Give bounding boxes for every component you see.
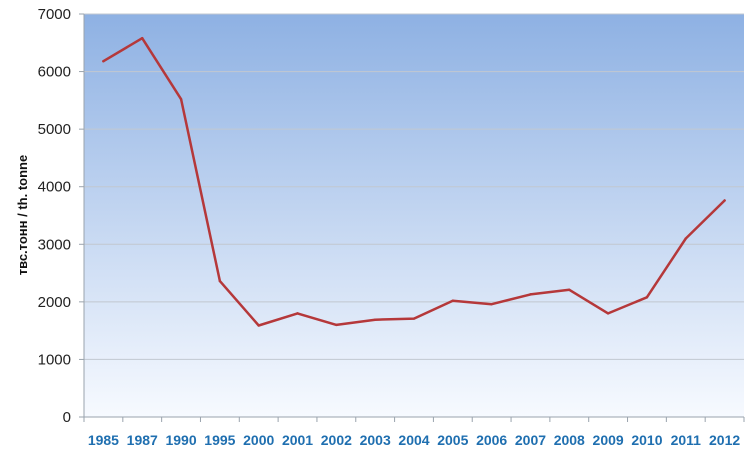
data-point [451,299,455,302]
x-tick-label: 2003 [360,432,391,448]
x-tick-label: 2000 [243,432,274,448]
data-point [723,199,726,202]
x-tick-label: 1987 [127,432,158,448]
x-tick-label: 2007 [515,432,546,448]
data-point [490,302,493,306]
x-tick-label: 2005 [437,432,468,448]
data-point [412,317,416,320]
y-tick-label: 5000 [38,121,71,138]
y-tick-labels: 0 1000 2000 3000 4000 5000 6000 7000 [38,6,71,426]
y-tick-label: 0 [63,409,71,426]
x-tick-label: 2001 [282,432,313,448]
x-tick-label: 2004 [398,432,429,448]
data-point [102,60,105,63]
data-point [684,237,687,240]
series-layer [102,36,726,327]
axes [79,13,745,422]
data-point [373,318,377,321]
y-tick-label: 7000 [38,6,71,23]
x-tick-label: 2006 [476,432,507,448]
y-tick-label: 3000 [38,236,71,253]
data-point [296,312,299,315]
data-point [335,323,338,327]
plot-area [84,14,744,417]
data-point [529,293,532,296]
x-tick-label: 2002 [321,432,352,448]
y-axis-label: твс.тонн / th. tonne [15,155,30,275]
data-point [606,312,610,315]
x-tick-label: 2010 [631,432,662,448]
data-point [645,296,649,299]
x-tick-label: 2011 [671,432,702,448]
y-tick-label: 4000 [38,179,71,196]
y-tick-label: 2000 [38,294,71,311]
data-point [568,288,571,291]
x-tick-label: 1990 [165,432,196,448]
data-point [141,36,144,40]
x-tick-label: 1995 [204,432,235,448]
data-point [218,279,222,283]
x-tick-labels: 1985 1987 1990 1995 2000 2001 2002 2003 2004 2005… [88,432,741,448]
data-point [257,324,260,327]
x-tick-label: 2008 [554,432,585,448]
x-tick-label: 2009 [593,432,624,448]
data-point [179,98,183,101]
x-tick-label: 2012 [709,432,740,448]
y-tick-label: 1000 [38,351,71,368]
x-tick-label: 1985 [88,432,119,448]
y-tick-label: 6000 [38,64,71,81]
gridlines [84,13,744,360]
